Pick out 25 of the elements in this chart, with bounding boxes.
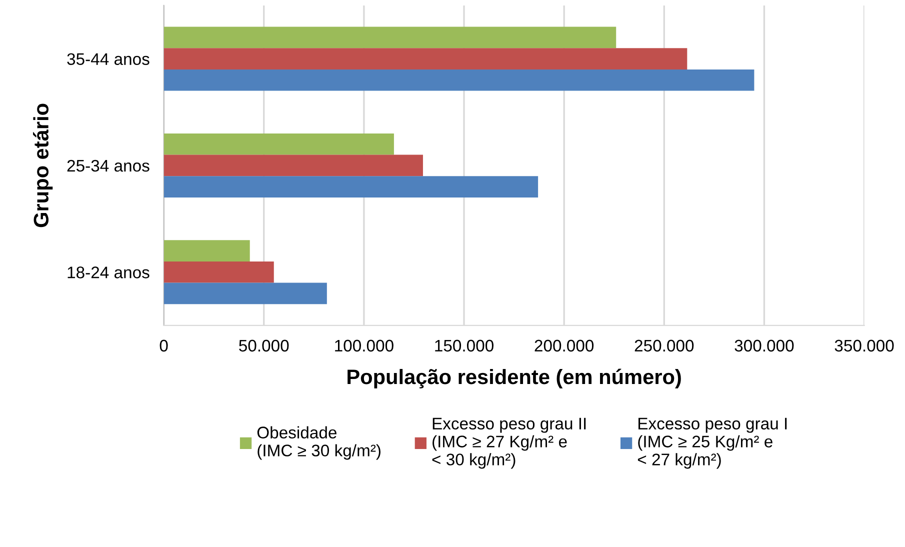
y-axis-title: Grupo etário (33, 104, 53, 228)
bar (164, 48, 688, 70)
y-tick-label: 25-34 anos (67, 160, 150, 172)
x-tick-label: 0 (160, 340, 168, 352)
x-tick-label: 350.000 (834, 340, 894, 352)
y-tick-label: 18-24 anos (68, 266, 150, 278)
bar (164, 261, 274, 283)
legend-label: Excesso peso grau II (IMC ≥ 27 Kg/m² e < 30 kg/m²) (432, 418, 586, 469)
bar (164, 154, 423, 176)
bar (164, 133, 394, 155)
x-tick-label: 50.000 (239, 340, 289, 352)
x-tick-label: 300.000 (734, 340, 794, 352)
bar (164, 282, 327, 304)
bar (164, 176, 538, 198)
x-tick-label: 200.000 (534, 340, 594, 352)
bar (164, 240, 250, 262)
legend-label: Obesidade (IMC ≥ 30 kg/m²) (257, 426, 380, 460)
x-axis-title: População residente (em número) (348, 368, 681, 388)
legend-label: Excesso peso grau I (IMC ≥ 25 Kg/m² e < 27 kg/m²) (638, 418, 787, 469)
bar (164, 26, 616, 48)
x-tick-label: 250.000 (634, 340, 694, 352)
bar (164, 69, 754, 91)
y-tick-label: 35-44 anos (67, 53, 150, 66)
x-tick-label: 150.000 (435, 340, 494, 352)
x-tick-label: 100.000 (335, 340, 394, 352)
